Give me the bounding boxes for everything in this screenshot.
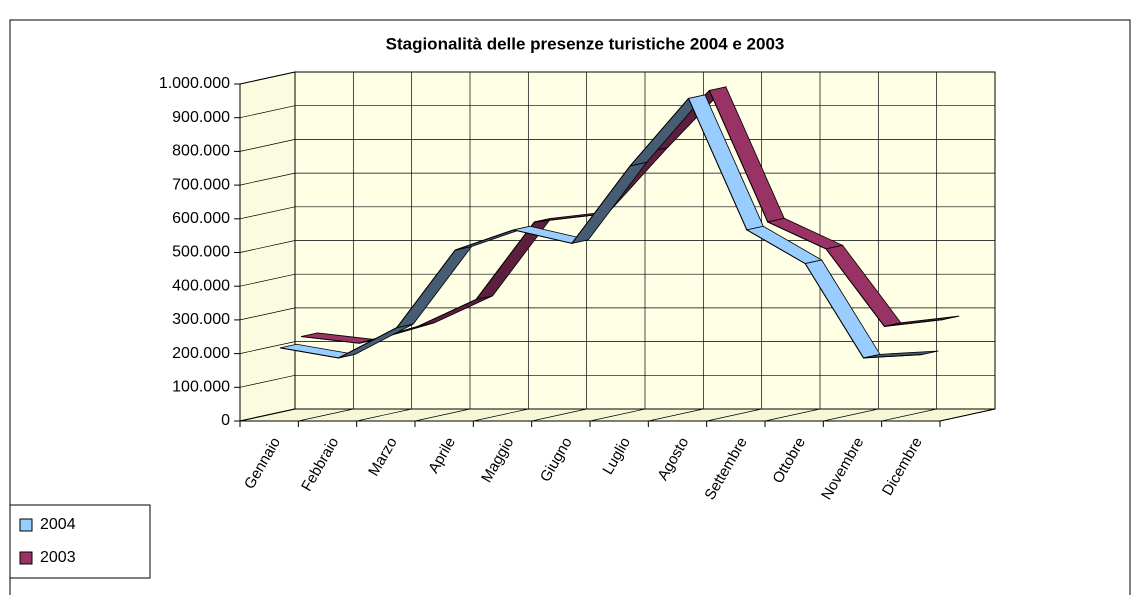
floor-grid — [298, 408, 354, 422]
floor-grid — [531, 408, 587, 422]
floor-grid — [473, 408, 529, 422]
y-tick-label: 400.000 — [172, 277, 230, 294]
y-tick-label: 700.000 — [172, 176, 230, 193]
x-tick-label: Marzo — [365, 434, 401, 479]
floor-grid — [648, 408, 704, 422]
y-tick-label: 300.000 — [172, 311, 230, 328]
x-tick-label: Ottobre — [769, 434, 809, 486]
chart-frame — [9, 19, 1131, 595]
y-tick-label: 1.000.000 — [159, 75, 230, 92]
y-tick-label: 0 — [221, 412, 230, 429]
y-tick-label: 200.000 — [172, 345, 230, 362]
floor-grid — [764, 408, 821, 422]
x-tick-label: Gennaio — [241, 434, 284, 492]
floor-grid — [356, 408, 412, 422]
x-tick-label: Febbraio — [298, 434, 342, 494]
x-tick-label: Aprile — [425, 434, 459, 476]
x-tick-label: Novembre — [818, 434, 867, 502]
legend-label: 2003 — [40, 549, 76, 566]
y-tick-label: 500.000 — [172, 244, 230, 261]
y-tick-label: 900.000 — [172, 109, 230, 126]
x-tick-label: Maggio — [478, 434, 517, 485]
floor-grid — [706, 408, 762, 422]
floor-grid — [589, 408, 646, 422]
y-tick-label: 100.000 — [172, 379, 230, 396]
y-tick-label: 800.000 — [172, 143, 230, 160]
line — [280, 97, 922, 359]
x-tick-label: Agosto — [654, 434, 692, 483]
x-tick-label: Settembre — [701, 434, 750, 502]
legend-box — [9, 504, 151, 579]
floor-grid — [881, 408, 937, 422]
floor-grid — [939, 408, 996, 422]
floor-grid — [414, 408, 471, 422]
legend-swatch — [19, 551, 33, 565]
chart-title: Stagionalità delle presenze turistiche 2… — [386, 34, 785, 53]
x-tick-label: Luglio — [599, 434, 634, 477]
x-tick-label: Giugno — [537, 434, 576, 484]
legend-label: 2004 — [40, 516, 76, 533]
floor-grid — [239, 408, 296, 422]
floor-grid — [823, 408, 879, 422]
legend-swatch — [19, 518, 33, 532]
y-tick-label: 600.000 — [172, 210, 230, 227]
x-tick-label: Dicembre — [879, 434, 926, 498]
